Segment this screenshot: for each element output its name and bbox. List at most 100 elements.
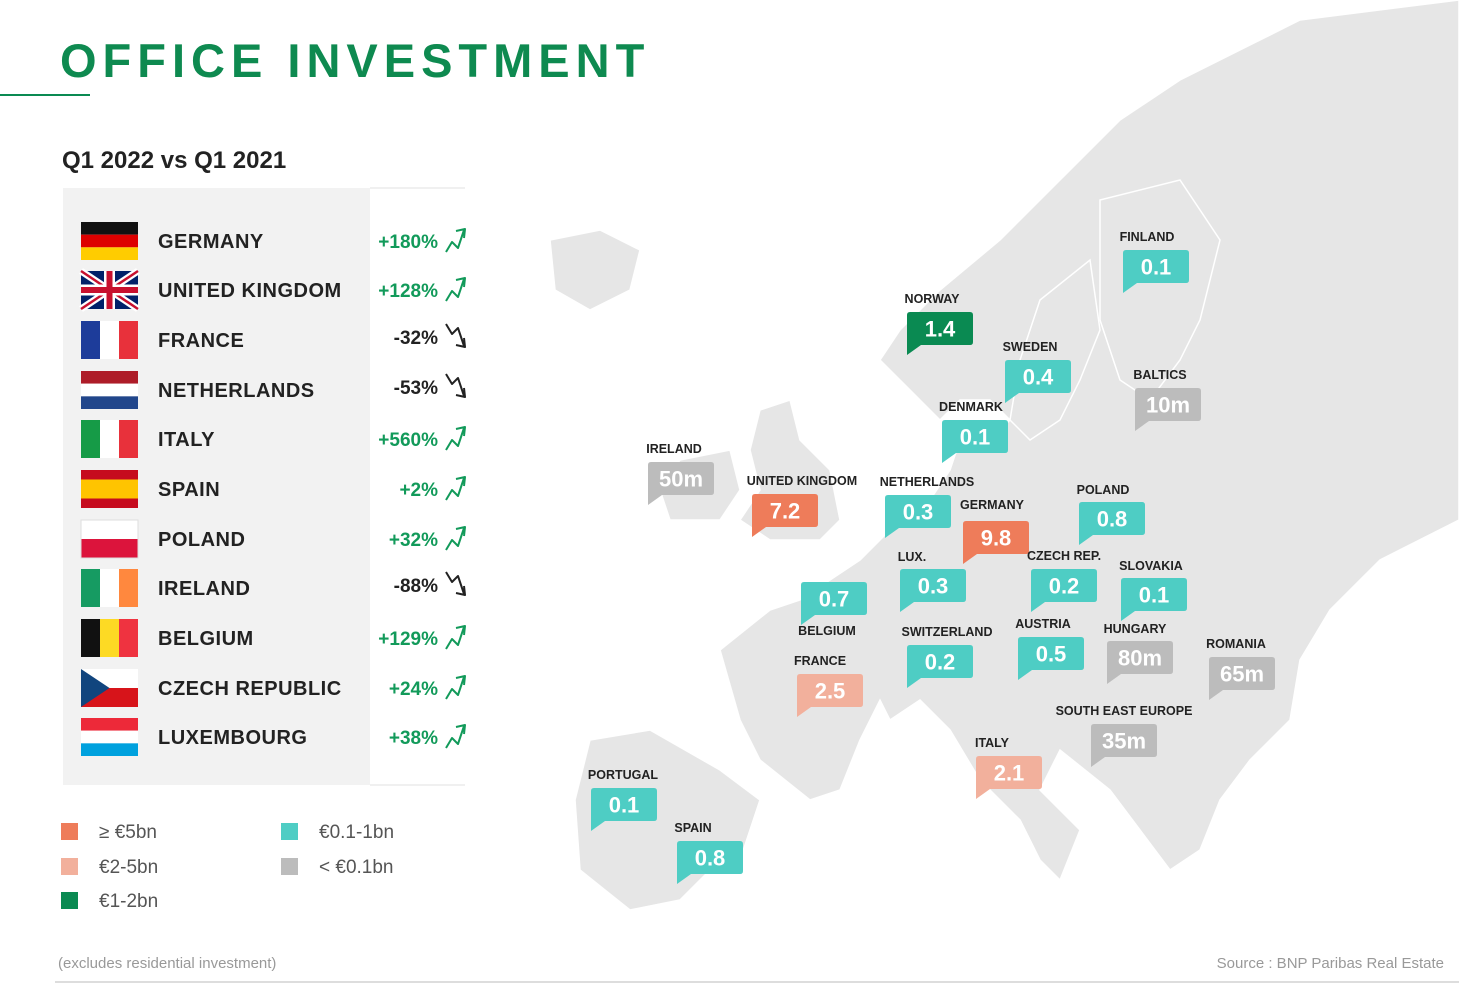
- region-value: 0.3: [903, 500, 934, 525]
- change-value: -88%: [394, 576, 438, 597]
- flag-stripe: [81, 234, 138, 248]
- map-label: HUNGARY 80m: [1104, 622, 1173, 684]
- change-value: +128%: [378, 281, 438, 302]
- country-name: LUXEMBOURG: [158, 727, 307, 749]
- value-callout: [797, 674, 863, 717]
- map-label: AUSTRIA 0.5: [1015, 617, 1084, 680]
- flag-stripe: [100, 569, 119, 607]
- region-value: 0.8: [695, 846, 726, 871]
- change-value: +32%: [389, 530, 438, 551]
- value-callout: [591, 788, 657, 831]
- flag-stripe: [81, 420, 100, 458]
- flag-stripe: [81, 520, 138, 539]
- subtitle: Q1 2022 vs Q1 2021: [62, 147, 286, 174]
- flag: [81, 321, 138, 359]
- flag-stripe: [81, 498, 138, 508]
- trend-arrow: [445, 426, 466, 451]
- flag-stripe: [81, 669, 110, 707]
- region-name: NETHERLANDS: [880, 475, 974, 489]
- region-name: POLAND: [1077, 483, 1130, 497]
- flag: [81, 569, 138, 607]
- flag: [81, 718, 138, 756]
- region-value: 0.1: [1139, 583, 1170, 608]
- flag-border: [80, 519, 139, 559]
- trend-arrow: [445, 373, 466, 398]
- value-callout: [976, 756, 1042, 799]
- region-value: 0.1: [609, 793, 640, 818]
- country-name: ITALY: [158, 429, 215, 451]
- legend: ≥ €5bn €2-5bn €1-2bn €0.1-1bn < €0.1bn: [61, 822, 394, 912]
- map-label: NETHERLANDS 0.3: [880, 475, 974, 538]
- legend-label: €1-2bn: [99, 891, 158, 912]
- flag-stripe: [81, 479, 138, 499]
- map-label: SWEDEN 0.4: [1003, 340, 1071, 403]
- value-callout: [1135, 388, 1201, 431]
- flag: [81, 669, 138, 707]
- map-label: POLAND 0.8: [1077, 483, 1145, 545]
- map-label: NORWAY 1.4: [905, 292, 973, 355]
- trend-arrow: [445, 724, 466, 749]
- region-value: 0.3: [918, 574, 949, 599]
- region-name: SWITZERLAND: [902, 625, 993, 639]
- table: GERMANY +180% UNITED KINGDOM +128% FRANCE -32…: [79, 222, 466, 756]
- legend-swatch: [281, 823, 298, 840]
- flag-stripe: [81, 247, 138, 260]
- flag-stripe: [119, 321, 138, 359]
- region-name: PORTUGAL: [588, 768, 659, 782]
- country-name: CZECH REPUBLIC: [158, 678, 342, 700]
- region-value: 9.8: [981, 526, 1012, 551]
- map-label: SOUTH EAST EUROPE 35m: [1056, 704, 1193, 767]
- region-name: SLOVAKIA: [1119, 559, 1183, 573]
- region-value: 2.1: [994, 761, 1025, 786]
- region-value: 1.4: [925, 317, 956, 342]
- map-label: GERMANY 9.8: [960, 498, 1029, 564]
- value-callout: [907, 312, 973, 355]
- region-value: 0.5: [1036, 642, 1067, 667]
- flag-stripe: [81, 539, 138, 558]
- legend-label: €2-5bn: [99, 857, 158, 878]
- value-callout: [1018, 637, 1084, 680]
- country-name: POLAND: [158, 529, 245, 551]
- country-name: FRANCE: [158, 330, 244, 352]
- value-callout: [1031, 569, 1097, 612]
- flag-stripe: [81, 718, 138, 731]
- map-label: SLOVAKIA 0.1: [1119, 559, 1187, 621]
- trend-arrow: [445, 277, 466, 302]
- region-name: FRANCE: [794, 654, 846, 668]
- trend-arrow: [445, 323, 466, 348]
- source: Source : BNP Paribas Real Estate: [1217, 955, 1444, 972]
- flag-stripe: [81, 371, 138, 384]
- region-value: 0.1: [960, 425, 991, 450]
- region-value: 10m: [1146, 393, 1190, 418]
- region-value: 7.2: [770, 499, 801, 524]
- map-label: FINLAND 0.1: [1120, 230, 1189, 293]
- region-name: ITALY: [975, 736, 1010, 750]
- flag-stripe: [81, 396, 138, 409]
- country-name: NETHERLANDS: [158, 380, 315, 402]
- value-callout: [1209, 657, 1275, 700]
- map-label: IRELAND 50m: [646, 442, 714, 505]
- value-callout: [1091, 724, 1157, 767]
- region-value: 50m: [659, 467, 703, 492]
- region-value: 0.4: [1023, 365, 1054, 390]
- legend-swatch: [61, 858, 78, 875]
- flag-stripe: [81, 383, 138, 397]
- footnote: (excludes residential investment): [58, 955, 276, 972]
- country-name: IRELAND: [158, 578, 250, 600]
- region-name: BELGIUM: [798, 624, 856, 638]
- legend-swatch: [281, 858, 298, 875]
- change-value: -32%: [394, 328, 438, 349]
- region-value: 0.7: [819, 587, 850, 612]
- value-callout: [900, 569, 966, 612]
- flag: [81, 371, 138, 409]
- region-name: IRELAND: [646, 442, 702, 456]
- region-name: NORWAY: [905, 292, 961, 306]
- map-label: ROMANIA 65m: [1206, 637, 1275, 700]
- region-name: GERMANY: [960, 498, 1025, 512]
- value-callout: [1121, 578, 1187, 621]
- region-name: UNITED KINGDOM: [747, 474, 857, 488]
- region-name: SOUTH EAST EUROPE: [1056, 704, 1193, 718]
- region-name: HUNGARY: [1104, 622, 1167, 636]
- flag-stripe: [119, 569, 138, 607]
